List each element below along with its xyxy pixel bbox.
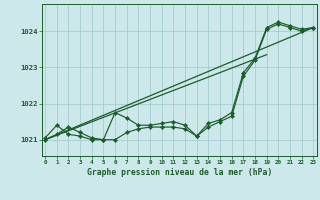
X-axis label: Graphe pression niveau de la mer (hPa): Graphe pression niveau de la mer (hPa) (87, 168, 272, 177)
